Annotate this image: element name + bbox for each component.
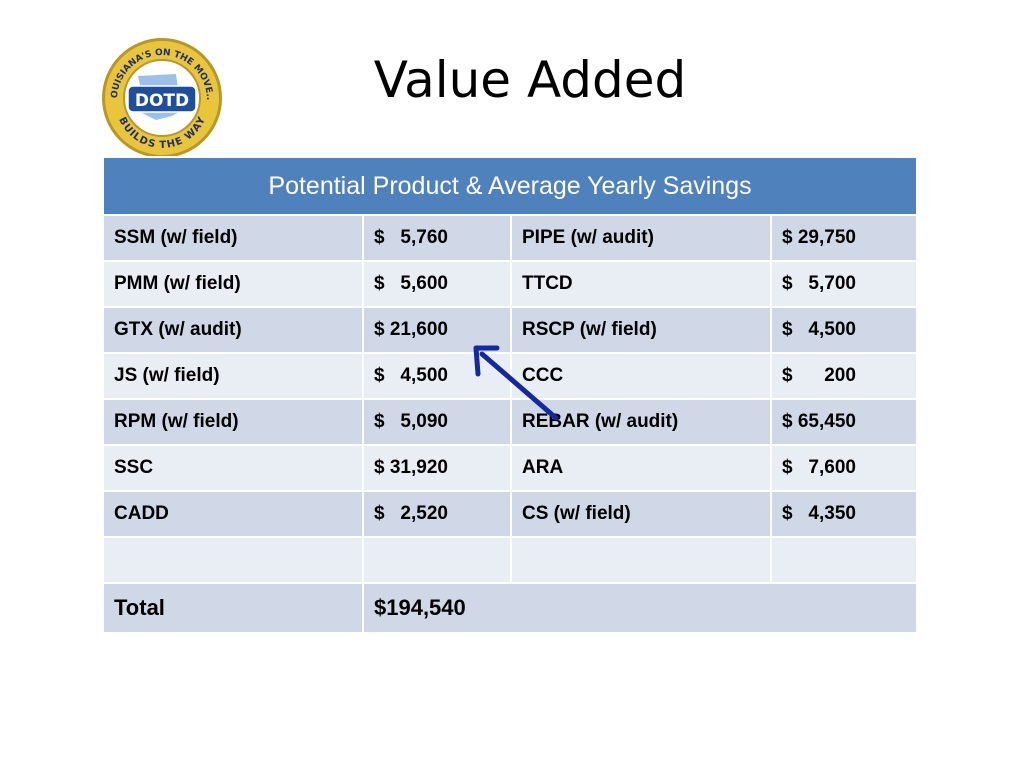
savings-cell: $ 21,600 [362, 306, 512, 354]
product-cell: RSCP (w/ field) [510, 306, 772, 354]
table-row: GTX (w/ audit) $ 21,600 RSCP (w/ field) … [102, 306, 919, 354]
product-cell: ARA [510, 444, 772, 492]
product-cell: JS (w/ field) [102, 352, 364, 400]
savings-cell: $ 29,750 [769, 214, 919, 262]
savings-cell: $ 200 [769, 352, 919, 400]
savings-cell: $ 65,450 [769, 398, 919, 446]
table-row: SSC $ 31,920 ARA $ 7,600 [102, 444, 919, 492]
savings-cell: $ 31,920 [362, 444, 512, 492]
savings-cell: $ 5,600 [362, 260, 512, 308]
savings-cell [362, 536, 512, 584]
product-cell: SSC [102, 444, 364, 492]
table-row: CADD $ 2,520 CS (w/ field) $ 4,350 [102, 490, 919, 538]
total-value: $194,540 [361, 582, 919, 634]
total-label: Total [102, 582, 364, 634]
savings-cell: $ 4,500 [362, 352, 512, 400]
dotd-seal-icon: DOTD LOUISIANA'S ON THE MOVE... BUILDS T… [100, 36, 222, 158]
product-cell: SSM (w/ field) [102, 214, 364, 262]
table-row: JS (w/ field) $ 4,500 CCC $ 200 [102, 352, 919, 400]
savings-cell: $ 7,600 [769, 444, 919, 492]
product-cell: CCC [510, 352, 772, 400]
table-row-empty [102, 536, 919, 584]
product-cell: PIPE (w/ audit) [510, 214, 772, 262]
product-cell [510, 536, 772, 584]
product-cell: CS (w/ field) [510, 490, 772, 538]
product-cell: TTCD [510, 260, 772, 308]
product-cell: REBAR (w/ audit) [510, 398, 772, 446]
savings-cell [769, 536, 919, 584]
product-cell [102, 536, 364, 584]
product-cell: RPM (w/ field) [102, 398, 364, 446]
savings-cell: $ 4,350 [769, 490, 919, 538]
savings-cell: $ 4,500 [769, 306, 919, 354]
table-row: PMM (w/ field) $ 5,600 TTCD $ 5,700 [102, 260, 919, 308]
table-total-row: Total $194,540 [102, 582, 919, 634]
logo-center-text: DOTD [135, 91, 189, 111]
table-row: RPM (w/ field) $ 5,090 REBAR (w/ audit) … [102, 398, 919, 446]
slide-title: Value Added [373, 51, 687, 109]
product-cell: GTX (w/ audit) [102, 306, 364, 354]
savings-cell: $ 5,090 [362, 398, 512, 446]
table-header: Potential Product & Average Yearly Savin… [101, 156, 919, 216]
product-cell: PMM (w/ field) [102, 260, 364, 308]
savings-cell: $ 5,700 [769, 260, 919, 308]
savings-cell: $ 5,760 [362, 214, 512, 262]
table-row: SSM (w/ field) $ 5,760 PIPE (w/ audit) $… [102, 214, 919, 262]
savings-cell: $ 2,520 [362, 490, 512, 538]
product-cell: CADD [102, 490, 364, 538]
savings-table: Potential Product & Average Yearly Savin… [101, 156, 919, 634]
